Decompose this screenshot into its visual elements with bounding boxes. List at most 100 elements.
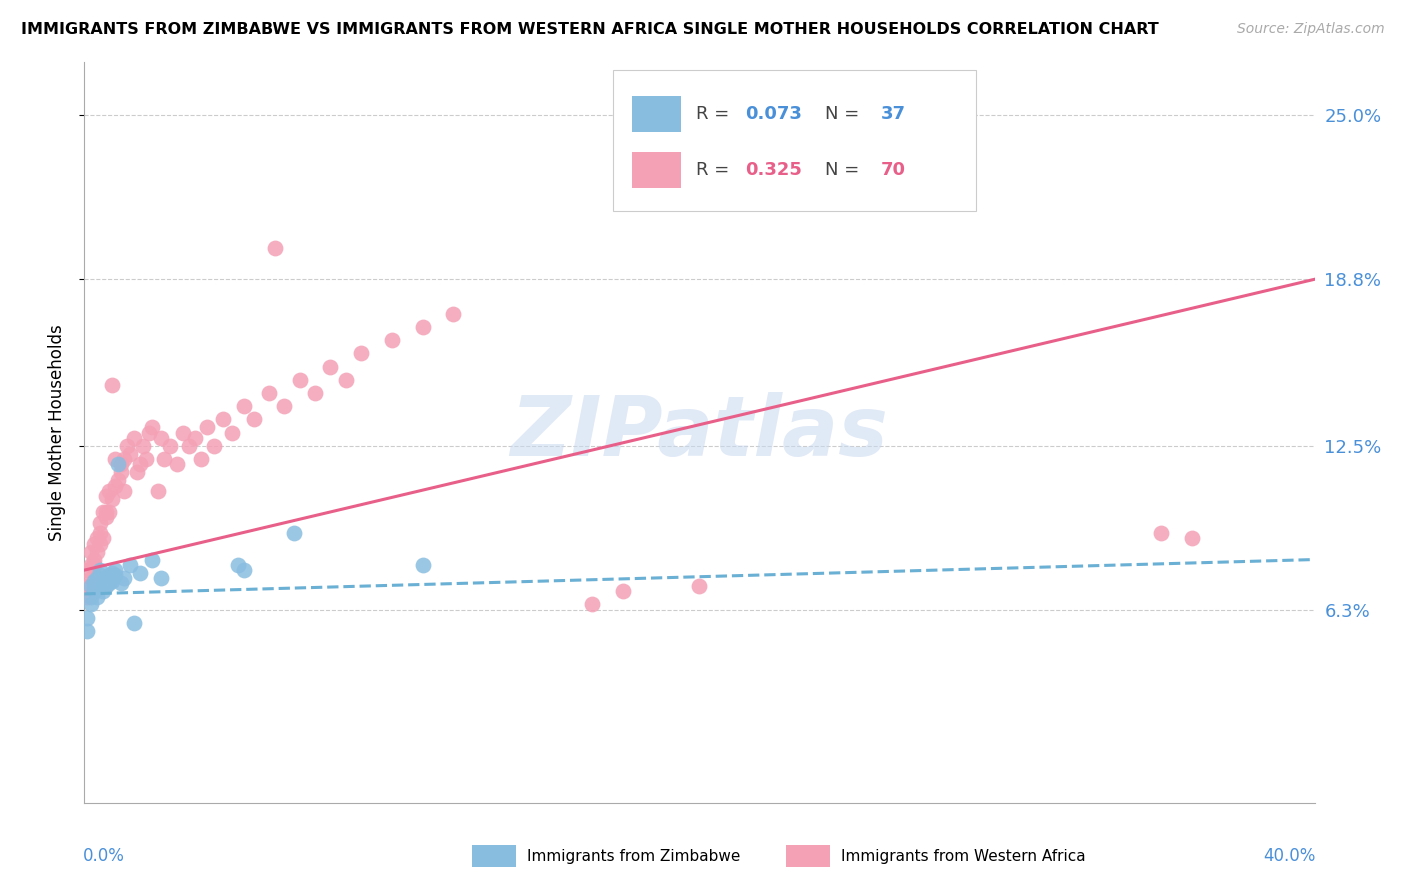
Point [89,516,111,530]
Point [101,566,124,580]
Point [257,386,280,401]
Point [141,420,163,434]
Point [91,584,114,599]
FancyBboxPatch shape [472,845,516,867]
Point [120,558,142,572]
Point [110,458,132,472]
Point [1181,532,1204,546]
Point [107,473,129,487]
Point [83,536,105,550]
Point [83,552,105,566]
Point [319,359,342,374]
Point [148,483,170,498]
Point [689,579,711,593]
Point [94,505,117,519]
Point [159,439,181,453]
Point [86,582,108,596]
Point [242,412,264,426]
Point [101,491,124,506]
Point [443,307,465,321]
Point [112,483,135,498]
Point [104,478,127,492]
Point [177,439,200,453]
Point [76,624,98,638]
Point [166,458,188,472]
Point [86,544,108,558]
Point [79,544,101,558]
Point [150,431,173,445]
Point [412,558,434,572]
Point [86,571,108,585]
Point [83,579,105,593]
Point [76,590,98,604]
Text: Immigrants from Western Africa: Immigrants from Western Africa [841,848,1085,863]
Point [135,452,157,467]
Point [89,536,111,550]
Point [304,386,326,401]
Point [83,574,105,588]
Point [104,452,127,467]
Point [273,399,295,413]
Point [89,574,111,588]
Point [153,452,176,467]
Text: 0.325: 0.325 [745,161,801,178]
Point [91,505,114,519]
Point [412,319,434,334]
Point [76,579,98,593]
Point [110,465,132,479]
Point [226,558,249,572]
Point [202,439,225,453]
Point [288,373,311,387]
Point [132,439,155,453]
Text: 70: 70 [880,161,905,178]
Point [122,431,145,445]
Point [94,510,117,524]
Point [98,576,120,591]
Point [107,458,129,472]
Text: 0.0%: 0.0% [83,847,125,865]
Point [94,579,117,593]
Point [128,566,150,580]
Text: 0.073: 0.073 [745,105,801,123]
Point [94,571,117,585]
Point [83,584,105,599]
Point [104,568,127,582]
Point [79,598,101,612]
Point [91,576,114,591]
Point [1150,526,1173,541]
Text: ZIPatlas: ZIPatlas [510,392,889,473]
Point [381,333,404,347]
Point [128,458,150,472]
Point [79,590,101,604]
Point [581,598,603,612]
Point [98,483,120,498]
Point [86,532,108,546]
Point [221,425,243,440]
Point [233,399,256,413]
Point [76,563,98,577]
Point [89,568,111,582]
Text: Source: ZipAtlas.com: Source: ZipAtlas.com [1237,22,1385,37]
Point [79,571,101,585]
Point [89,563,111,577]
Point [117,439,139,453]
Text: N =: N = [825,105,865,123]
Point [190,452,212,467]
Point [104,563,127,577]
Point [264,240,287,255]
FancyBboxPatch shape [613,70,976,211]
Point [112,452,135,467]
FancyBboxPatch shape [631,152,681,187]
Point [612,584,634,599]
Point [94,489,117,503]
Point [86,590,108,604]
Text: R =: R = [696,105,735,123]
Point [79,579,101,593]
Point [141,552,163,566]
Point [98,568,120,582]
Text: R =: R = [696,161,735,178]
Point [110,576,132,591]
Point [350,346,373,360]
Text: IMMIGRANTS FROM ZIMBABWE VS IMMIGRANTS FROM WESTERN AFRICA SINGLE MOTHER HOUSEHO: IMMIGRANTS FROM ZIMBABWE VS IMMIGRANTS F… [21,22,1159,37]
Point [101,574,124,588]
